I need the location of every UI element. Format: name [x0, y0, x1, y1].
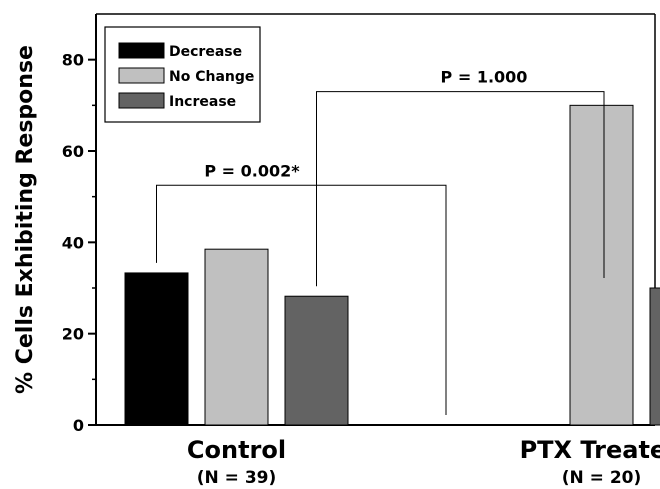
- legend-swatch: [118, 42, 165, 59]
- bar-no-change: [569, 104, 634, 426]
- y-axis-title: % Cells Exhibiting Response: [13, 45, 38, 394]
- bar-increase: [284, 295, 349, 426]
- bar-no-change: [204, 248, 269, 426]
- y-tick-label: 60: [62, 142, 84, 161]
- bar-increase: [649, 287, 660, 426]
- y-tick-label: 0: [73, 416, 84, 435]
- legend-label: No Change: [169, 69, 254, 85]
- y-tick-label: 40: [62, 233, 84, 252]
- legend-swatch: [118, 92, 165, 109]
- x-category-label: PTX Treated: [520, 436, 660, 464]
- p-value-label: P = 1.000: [441, 68, 528, 87]
- legend-label: Decrease: [169, 44, 242, 60]
- y-tick-label: 80: [62, 51, 84, 70]
- plot-area: 0 20 40 60 80 % Cells Exhibiting Response Cont…: [13, 13, 660, 488]
- x-category-label: Control: [187, 436, 286, 464]
- p-value-label: P = 0.002*: [204, 161, 300, 180]
- legend-label: Increase: [169, 94, 236, 110]
- significance-bracket: [316, 91, 605, 287]
- bar-decrease: [124, 272, 189, 426]
- x-category-sublabel: (N = 39): [197, 468, 277, 488]
- x-category-sublabel: (N = 20): [562, 468, 642, 488]
- significance-bracket: [156, 184, 447, 415]
- legend-swatch: [118, 67, 165, 84]
- y-tick-label: 20: [62, 325, 84, 344]
